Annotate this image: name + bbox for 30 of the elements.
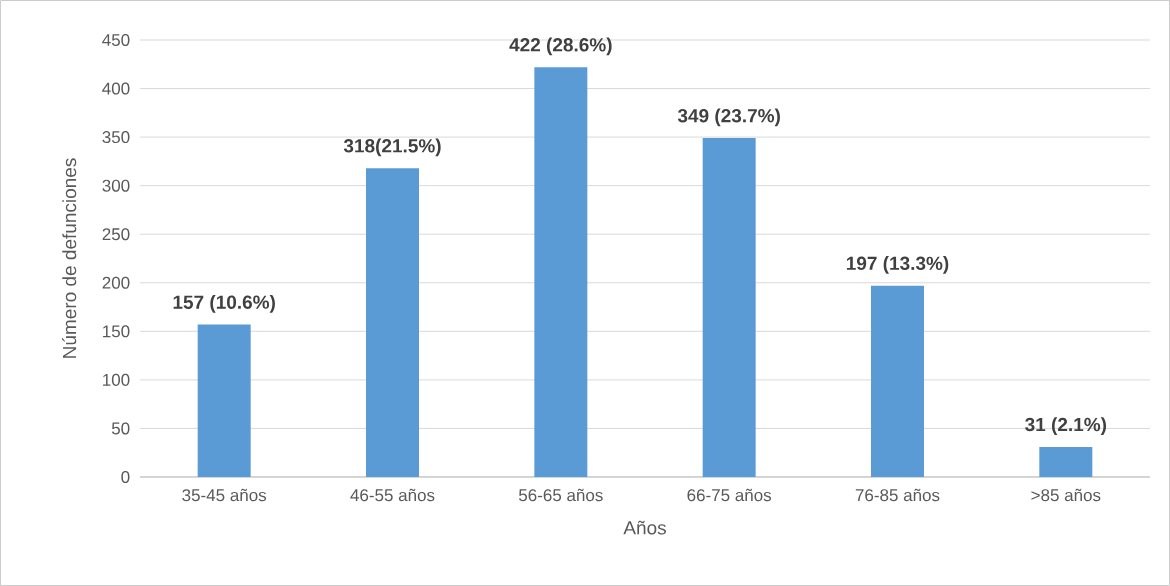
- x-tick-label: 66-75 años: [687, 488, 772, 502]
- bar: [197, 324, 251, 477]
- y-axis-title: Número de defunciones: [62, 158, 77, 358]
- y-tick-label: 200: [102, 276, 130, 289]
- bar: [870, 285, 924, 477]
- data-label: 318(21.5%): [343, 138, 441, 157]
- y-tick-label: 0: [121, 470, 130, 484]
- y-tick-label: 50: [111, 422, 130, 435]
- x-tick-label: 76-85 años: [855, 488, 940, 502]
- y-tick-label: 100: [103, 373, 130, 386]
- data-label: 31 (2.1%): [1025, 417, 1107, 436]
- data-label: 197 (13.3%): [846, 256, 949, 274]
- bar: [702, 138, 756, 477]
- bar: [366, 168, 420, 477]
- data-label: 157 (10.6%): [173, 294, 275, 313]
- y-tick-label: 150: [103, 325, 130, 338]
- x-tick-label: 56-65 años: [518, 488, 603, 502]
- y-tick-label: 350: [102, 131, 130, 144]
- y-tick-label: 450: [102, 33, 130, 47]
- x-tick-label: >85 años: [1031, 488, 1101, 502]
- x-axis-title: Años: [623, 520, 666, 535]
- data-label: 422 (28.6%): [509, 37, 612, 56]
- bar: [1039, 446, 1093, 477]
- data-label: 349 (23.7%): [677, 108, 780, 127]
- y-tick-label: 250: [102, 228, 130, 241]
- bar: [534, 67, 588, 477]
- x-tick-label: 35-45 años: [182, 488, 267, 502]
- y-tick-label: 300: [102, 179, 130, 192]
- y-tick-label: 400: [102, 82, 130, 95]
- x-tick-label: 46-55 años: [350, 488, 435, 502]
